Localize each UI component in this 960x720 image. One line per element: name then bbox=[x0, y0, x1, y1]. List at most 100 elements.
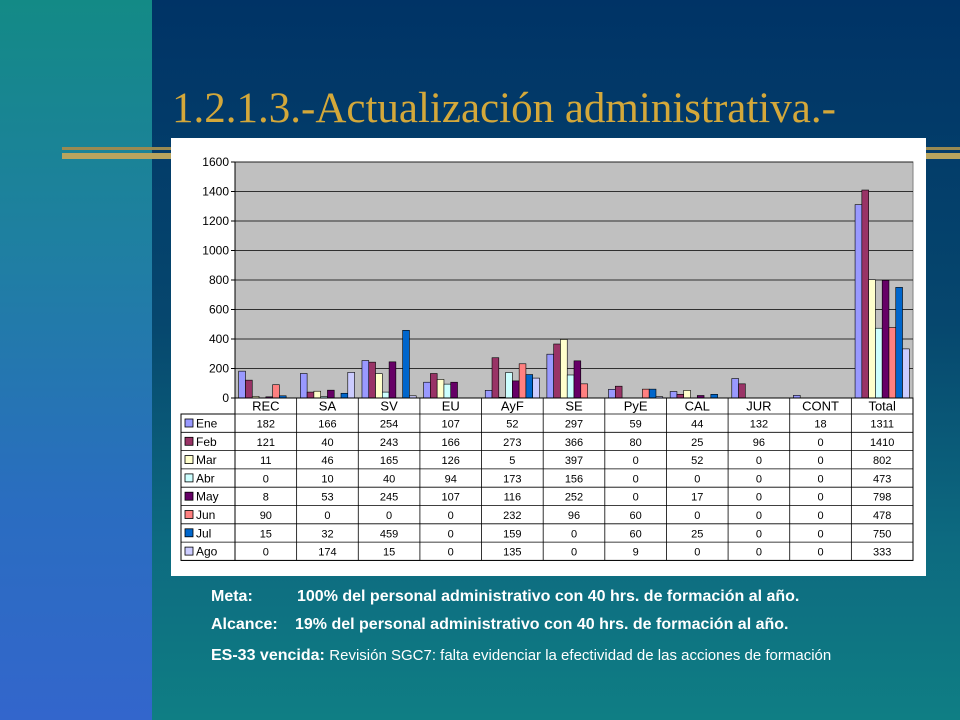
bar bbox=[560, 339, 568, 399]
data-label: 40 bbox=[383, 473, 395, 485]
bar bbox=[306, 391, 315, 399]
bar bbox=[710, 394, 718, 399]
legend-label: Feb bbox=[196, 435, 217, 449]
x-category-label: AyF bbox=[501, 399, 524, 414]
data-label: 53 bbox=[321, 492, 333, 504]
data-label: 52 bbox=[691, 455, 703, 467]
bar bbox=[382, 391, 390, 399]
bar bbox=[573, 360, 582, 399]
bar bbox=[436, 379, 445, 399]
data-label: 0 bbox=[324, 510, 330, 522]
data-label: 0 bbox=[756, 510, 762, 522]
data-label: 44 bbox=[691, 419, 703, 431]
x-category-label: PyE bbox=[624, 399, 648, 414]
data-label: 166 bbox=[442, 437, 460, 449]
es33-text: Revisión SGC7: falta evidenciar la efect… bbox=[329, 647, 832, 664]
data-label: 126 bbox=[442, 455, 460, 467]
bar bbox=[868, 279, 876, 399]
data-label: 0 bbox=[756, 455, 762, 467]
data-label: 802 bbox=[873, 455, 891, 467]
y-tick-label: 600 bbox=[209, 303, 229, 317]
bar bbox=[491, 357, 500, 399]
bar bbox=[388, 361, 397, 399]
data-label: 0 bbox=[817, 473, 823, 485]
bar bbox=[669, 391, 678, 399]
data-label: 116 bbox=[504, 492, 522, 504]
bar bbox=[238, 370, 246, 399]
x-category-label: CAL bbox=[685, 399, 710, 414]
bar bbox=[423, 381, 431, 399]
slide-notes: Meta: 100% del personal administrativo c… bbox=[211, 588, 931, 665]
data-label: 0 bbox=[633, 473, 639, 485]
legend-label: May bbox=[196, 490, 219, 504]
legend-swatch bbox=[184, 491, 194, 501]
data-label: 166 bbox=[318, 419, 336, 431]
bar bbox=[902, 348, 910, 399]
data-label: 165 bbox=[380, 455, 398, 467]
data-label: 254 bbox=[380, 419, 398, 431]
data-label: 0 bbox=[694, 473, 700, 485]
data-label: 173 bbox=[503, 473, 521, 485]
data-label: 52 bbox=[506, 419, 518, 431]
bar bbox=[361, 360, 370, 399]
bar bbox=[614, 385, 623, 399]
data-label: 232 bbox=[503, 510, 521, 522]
bar bbox=[546, 353, 554, 399]
legend-swatch bbox=[184, 473, 194, 483]
bar bbox=[430, 373, 438, 399]
bar bbox=[300, 373, 308, 399]
data-label: 1410 bbox=[870, 437, 894, 449]
bar bbox=[450, 381, 458, 399]
bar bbox=[731, 378, 739, 399]
data-label: 297 bbox=[565, 419, 583, 431]
data-label: 94 bbox=[445, 473, 457, 485]
y-tick-label: 1000 bbox=[202, 244, 229, 258]
legend-label: Ago bbox=[196, 545, 218, 559]
data-label: 0 bbox=[694, 510, 700, 522]
y-tick-label: 400 bbox=[209, 332, 229, 346]
legend-swatch bbox=[184, 546, 194, 556]
data-label: 11 bbox=[260, 455, 271, 467]
bar bbox=[566, 374, 575, 399]
data-label: 0 bbox=[263, 547, 269, 559]
data-label: 96 bbox=[568, 510, 580, 522]
bar bbox=[505, 372, 513, 399]
bar bbox=[881, 279, 890, 399]
data-label: 0 bbox=[756, 473, 762, 485]
legend-swatch bbox=[184, 418, 194, 428]
data-label: 107 bbox=[442, 419, 460, 431]
data-label: 252 bbox=[565, 492, 583, 504]
legend-swatch bbox=[184, 510, 194, 519]
data-label: 366 bbox=[565, 437, 583, 449]
bar bbox=[518, 363, 527, 399]
x-category-label: SA bbox=[319, 399, 337, 414]
data-label: 0 bbox=[694, 547, 700, 559]
bar bbox=[676, 394, 685, 399]
bar bbox=[272, 384, 280, 399]
data-label: 0 bbox=[817, 492, 823, 504]
data-label: 132 bbox=[750, 419, 768, 431]
data-label: 478 bbox=[873, 510, 891, 522]
data-label: 59 bbox=[630, 419, 642, 431]
data-label: 473 bbox=[873, 473, 891, 485]
y-tick-label: 200 bbox=[209, 362, 229, 376]
data-label: 15 bbox=[383, 547, 395, 559]
data-label: 156 bbox=[565, 473, 583, 485]
bar bbox=[854, 204, 863, 399]
data-label: 121 bbox=[257, 437, 275, 449]
bar bbox=[368, 361, 376, 399]
alcance-line: Alcance: 19% del personal administrativo… bbox=[211, 616, 931, 634]
data-label: 0 bbox=[817, 547, 823, 559]
data-label: 135 bbox=[503, 547, 521, 559]
data-label: 1311 bbox=[870, 419, 894, 431]
x-category-label: SV bbox=[380, 399, 398, 414]
y-tick-label: 1200 bbox=[202, 214, 229, 228]
data-label: 174 bbox=[318, 547, 336, 559]
data-label: 0 bbox=[448, 547, 454, 559]
legend-swatch bbox=[184, 528, 194, 538]
data-label: 17 bbox=[691, 492, 703, 504]
data-label: 8 bbox=[263, 492, 269, 504]
left-accent-band bbox=[0, 0, 152, 720]
data-label: 18 bbox=[814, 419, 826, 431]
data-label: 60 bbox=[630, 510, 642, 522]
